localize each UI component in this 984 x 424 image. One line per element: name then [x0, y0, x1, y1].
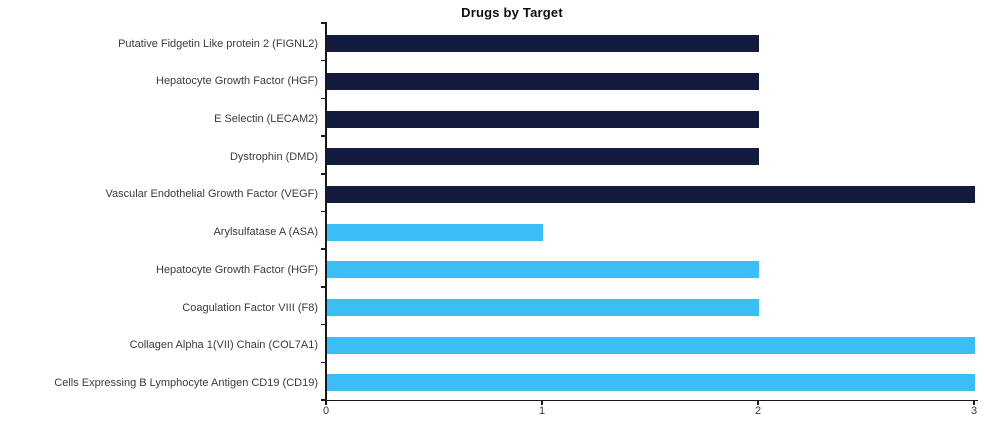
category-label: Hepatocyte Growth Factor (HGF) [156, 263, 318, 276]
category-label: E Selectin (LECAM2) [214, 113, 318, 126]
x-tick-label: 1 [538, 405, 546, 417]
chart-title: Drugs by Target [461, 5, 563, 20]
plot-area [326, 23, 975, 400]
category-label: Cells Expressing B Lymphocyte Antigen CD… [54, 376, 318, 389]
category-label: Dystrophin (DMD) [229, 150, 318, 163]
bar [327, 299, 759, 317]
bar [327, 261, 759, 279]
category-label: Collagen Alpha 1(VII) Chain (COL7A1) [129, 339, 318, 352]
y-axis-tick [321, 399, 326, 401]
x-axis-tick [973, 401, 975, 405]
x-tick-label: 0 [322, 405, 330, 417]
bar [327, 148, 759, 166]
bar [327, 35, 759, 53]
x-axis-tick [325, 401, 327, 405]
bar [327, 374, 975, 392]
bar [327, 185, 975, 203]
y-axis-tick [321, 135, 326, 137]
x-axis-line [325, 399, 978, 401]
y-axis-tick [321, 210, 326, 213]
x-tick-label: 3 [970, 405, 978, 417]
bar [327, 72, 759, 90]
y-axis-tick [321, 97, 326, 100]
category-axis-labels: Putative Fidgetin Like protein 2 (FIGNL2… [0, 23, 318, 400]
x-axis-tick [757, 401, 759, 405]
category-label: Coagulation Factor VIII (F8) [182, 301, 318, 314]
x-tick-label: 2 [754, 405, 762, 417]
y-axis-tick [321, 323, 326, 326]
category-label: Hepatocyte Growth Factor (HGF) [156, 75, 318, 88]
category-label: Vascular Endothelial Growth Factor (VEGF… [105, 188, 318, 201]
x-axis-tick [541, 401, 543, 405]
y-axis-tick [321, 22, 326, 24]
y-axis-tick [321, 173, 326, 175]
y-axis-tick [321, 361, 326, 364]
value-axis-labels: 0 1 2 3 [322, 405, 978, 421]
bar [327, 223, 543, 241]
bar [327, 336, 975, 354]
y-axis-tick [321, 286, 326, 288]
category-label: Arylsulfatase A (ASA) [213, 226, 318, 239]
y-axis-tick [321, 59, 326, 62]
bar [327, 110, 759, 128]
category-label: Putative Fidgetin Like protein 2 (FIGNL2… [118, 37, 318, 50]
y-axis-line [325, 22, 327, 401]
y-axis-tick [321, 248, 326, 250]
